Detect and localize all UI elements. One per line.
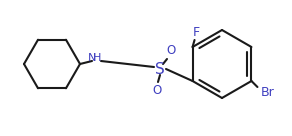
Text: Br: Br	[260, 86, 274, 98]
Text: F: F	[193, 27, 200, 39]
Text: O: O	[166, 44, 175, 58]
Text: H: H	[93, 53, 101, 63]
Text: S: S	[155, 61, 165, 76]
Text: N: N	[88, 53, 96, 63]
Text: O: O	[152, 84, 162, 98]
